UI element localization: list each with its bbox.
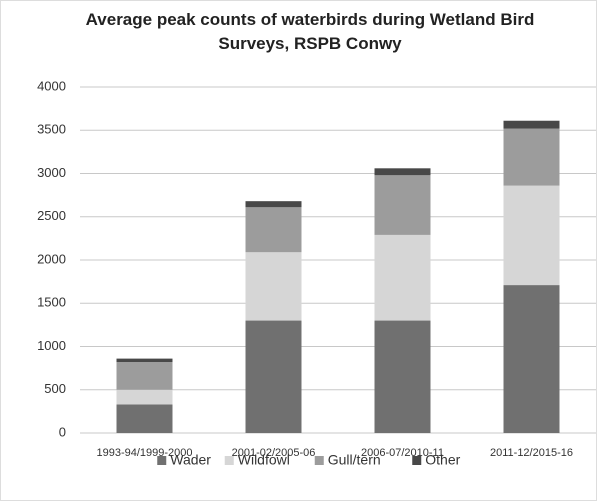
- legend-label: Wader: [170, 452, 211, 468]
- bar-segment: [503, 185, 560, 286]
- bar-segment: [116, 404, 173, 433]
- bar-segment: [116, 358, 173, 363]
- y-tick-label: 2000: [37, 251, 66, 266]
- x-tick-label: 1993-94/1999-2000: [96, 447, 192, 459]
- bar-segment: [116, 362, 173, 390]
- bar-segment: [374, 175, 431, 235]
- bar-segment: [245, 320, 302, 433]
- legend-swatch: [314, 456, 324, 465]
- y-tick-label: 3500: [37, 122, 66, 137]
- bar-segment: [374, 168, 431, 176]
- legend-swatch: [224, 456, 234, 465]
- y-tick-label: 1500: [37, 295, 66, 310]
- y-tick-label: 3000: [37, 165, 66, 180]
- bar-segment: [245, 252, 302, 321]
- bar-segment: [374, 320, 431, 433]
- x-tick-label: 2011-12/2015-16: [490, 447, 573, 459]
- legend-swatch: [412, 456, 422, 465]
- bar-segment: [503, 128, 560, 186]
- legend-label: Gull/tern: [328, 452, 381, 468]
- legend-label: Other: [425, 452, 460, 468]
- y-tick-label: 500: [44, 381, 66, 396]
- legend-swatch: [157, 456, 167, 465]
- bar-segment: [245, 207, 302, 253]
- bar-segment: [116, 389, 173, 405]
- bar-segment: [503, 120, 560, 129]
- x-tick-label: 2001-02/2005-06: [232, 447, 316, 459]
- y-tick-label: 4000: [37, 78, 66, 93]
- chart-title: Average peak counts of waterbirds during…: [85, 10, 535, 53]
- y-tick-label: 1000: [37, 338, 66, 353]
- y-tick-label: 2500: [37, 208, 66, 223]
- legend-label: Wildfowl: [238, 452, 290, 468]
- bar-segment: [503, 285, 560, 433]
- bar-segment: [374, 234, 431, 321]
- y-tick-label: 0: [59, 424, 66, 439]
- bar-segment: [245, 201, 302, 208]
- x-tick-label: 2006-07/2010-11: [361, 447, 444, 459]
